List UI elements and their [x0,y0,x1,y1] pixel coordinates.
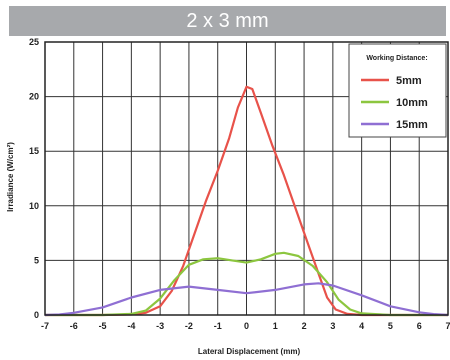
x-tick-label: 2 [302,321,307,331]
x-tick-label: -4 [127,321,135,331]
y-tick-label: 20 [29,92,39,102]
x-tick-label: -6 [70,321,78,331]
legend-entry-5mm: 5mm [396,75,422,87]
x-tick-label: 0 [244,321,249,331]
x-axis-label: Lateral Displacement (mm) [198,347,301,356]
x-tick-label: 6 [417,321,422,331]
y-tick-label: 0 [34,310,39,320]
legend-entry-15mm: 15mm [396,119,428,131]
x-tick-label: -5 [99,321,107,331]
y-tick-label: 10 [29,201,39,211]
series-lines [44,85,449,317]
legend: Working Distance: 5mm 10mm 15mm [348,43,447,138]
legend-entry-10mm: 10mm [396,97,428,109]
x-tick-label: -3 [156,321,164,331]
y-tick-label: 5 [34,255,39,265]
y-tick-label: 25 [29,37,39,47]
x-tick-label: 5 [388,321,393,331]
y-tick-label: 15 [29,146,39,156]
x-tick-label: -2 [185,321,193,331]
chart-title-banner: 2 x 3 mm [9,6,446,36]
tick-labels: -7 -6 -5 -4 -3 -2 -1 0 1 2 3 4 5 6 7 0 5 10 15 20 25 [29,37,450,331]
y-axis-label: Irradiance (W/cm²) [6,142,15,212]
plot-frame [44,41,449,316]
x-tick-label: -1 [214,321,222,331]
x-tick-label: 7 [445,321,450,331]
legend-title: Working Distance: [366,55,427,62]
series-line-5mm [45,85,448,317]
legend-box [348,43,447,138]
x-tick-label: 3 [330,321,335,331]
x-tick-label: -7 [41,321,49,331]
x-tick-label: 4 [359,321,364,331]
x-tick-label: 1 [273,321,278,331]
series-line-15mm [44,282,449,317]
series-line-10mm [45,251,448,317]
axes [44,41,449,316]
